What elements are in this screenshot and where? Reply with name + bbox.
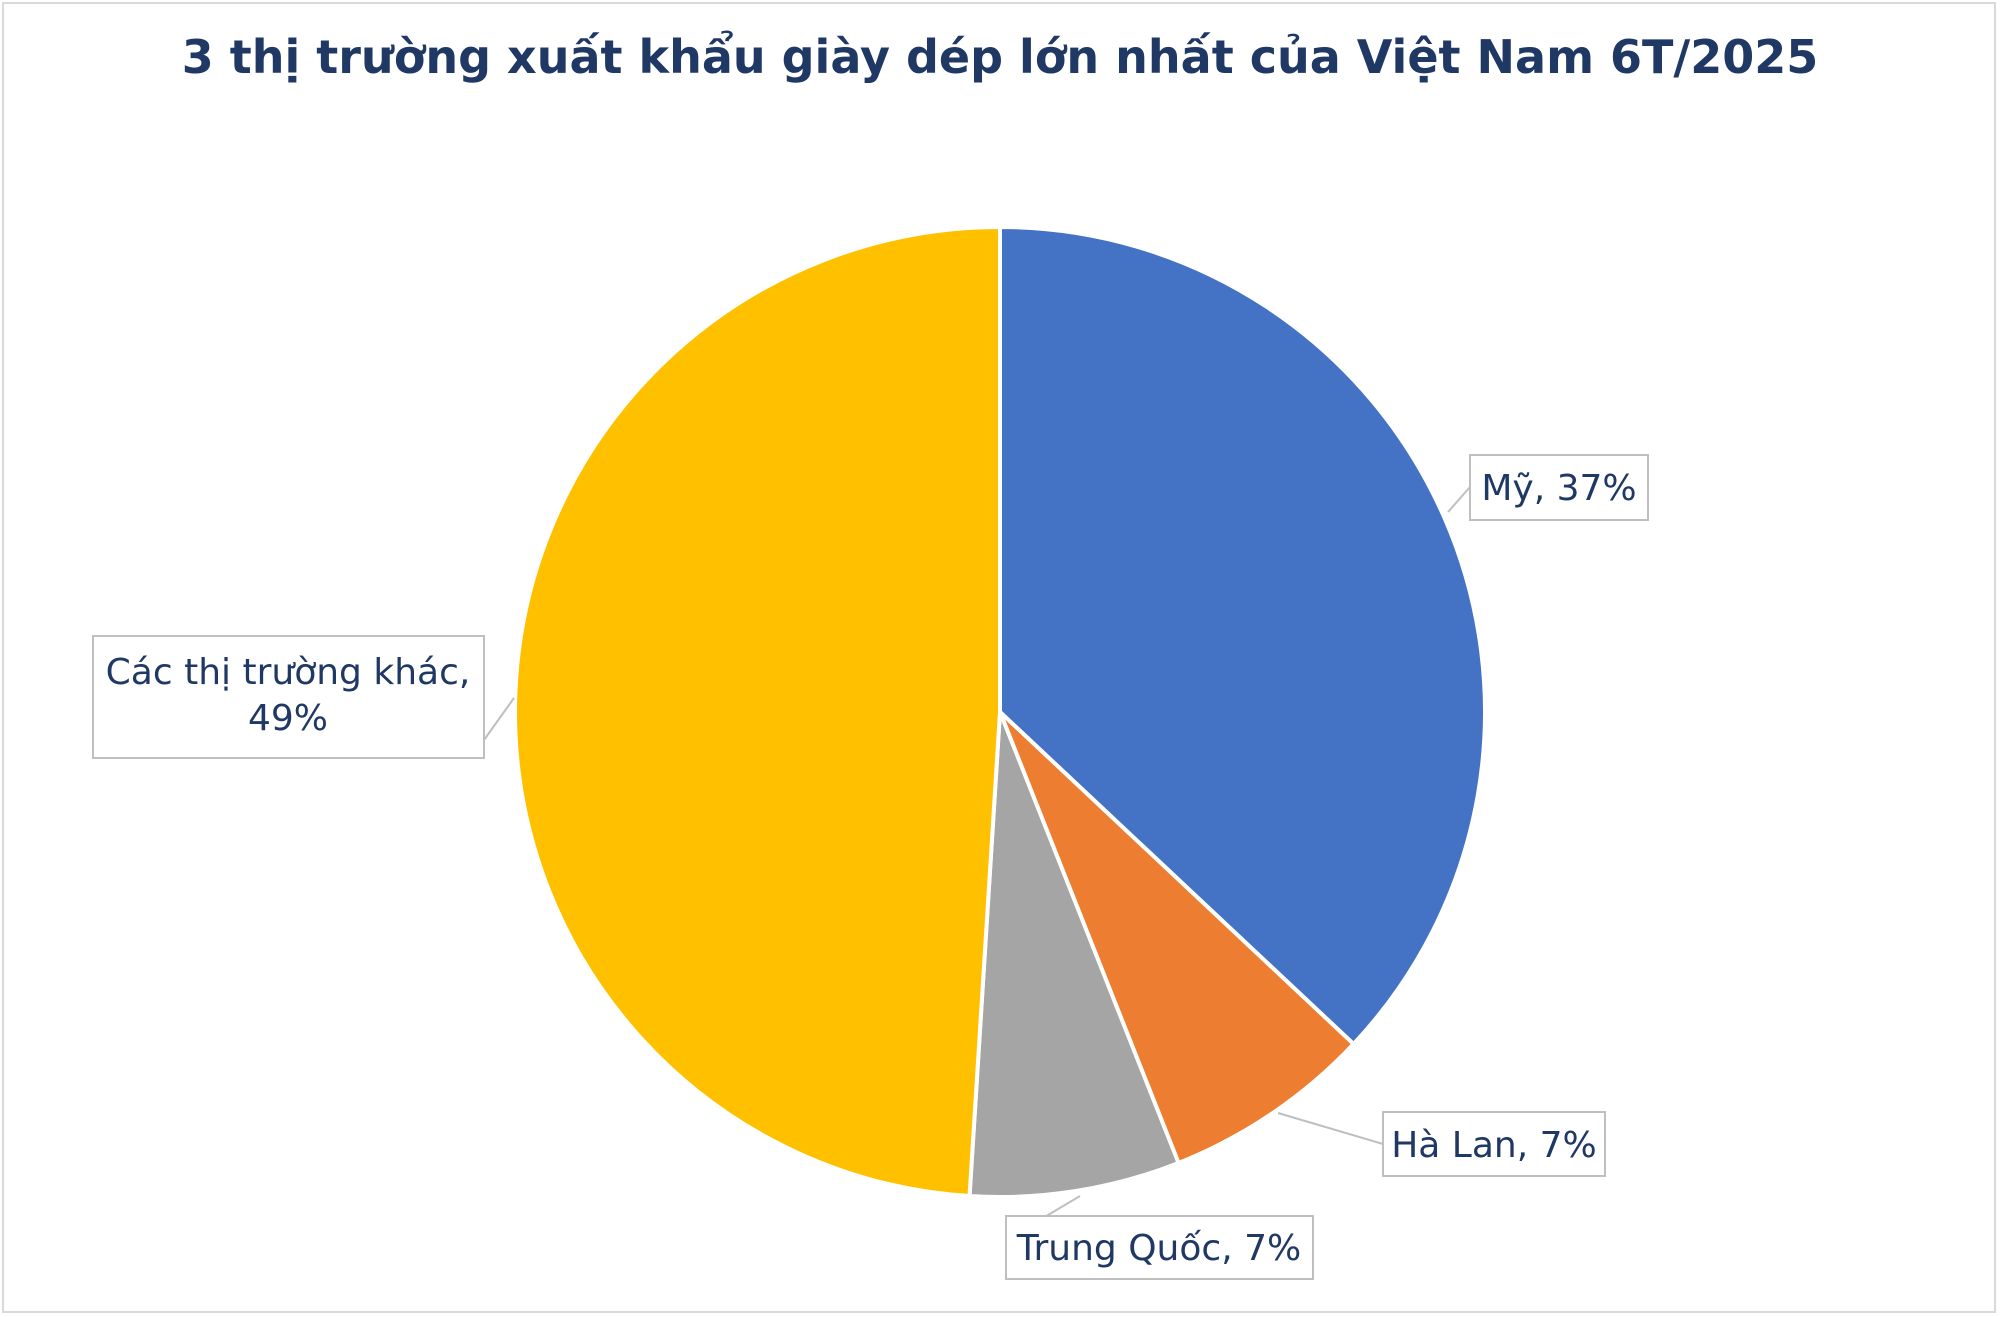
pie-slices xyxy=(513,225,1488,1199)
data-labels: Mỹ, 37% Hà Lan, 7% Trung Quốc, 7% Các thị t… xyxy=(92,454,1649,1280)
data-label-box-3 xyxy=(1005,1215,1314,1280)
leader-line-1 xyxy=(1447,486,1471,513)
data-label-1: Mỹ, 37% xyxy=(1481,468,1636,509)
data-label-4-line-2: 49% xyxy=(248,698,328,739)
chart-title: 3 thị trường xuất khẩu giày dép lớn nhất… xyxy=(181,30,1819,84)
data-label-2: Hà Lan, 7% xyxy=(1391,1125,1597,1166)
leader-line-4 xyxy=(483,697,515,741)
pie-slice-3 xyxy=(967,710,1181,1199)
data-label-box-1 xyxy=(1469,454,1649,521)
data-label-box-2 xyxy=(1382,1111,1606,1177)
data-label-box-4 xyxy=(92,635,485,759)
data-label-4-line-1: Các thị trường khác, xyxy=(106,652,471,693)
pie-slice-2 xyxy=(998,710,1356,1165)
leader-line-2 xyxy=(1277,1112,1384,1145)
pie-slice-4 xyxy=(513,225,1002,1199)
pie-slice-1 xyxy=(998,225,1488,1047)
data-label-3: Trung Quốc, 7% xyxy=(1016,1228,1301,1269)
